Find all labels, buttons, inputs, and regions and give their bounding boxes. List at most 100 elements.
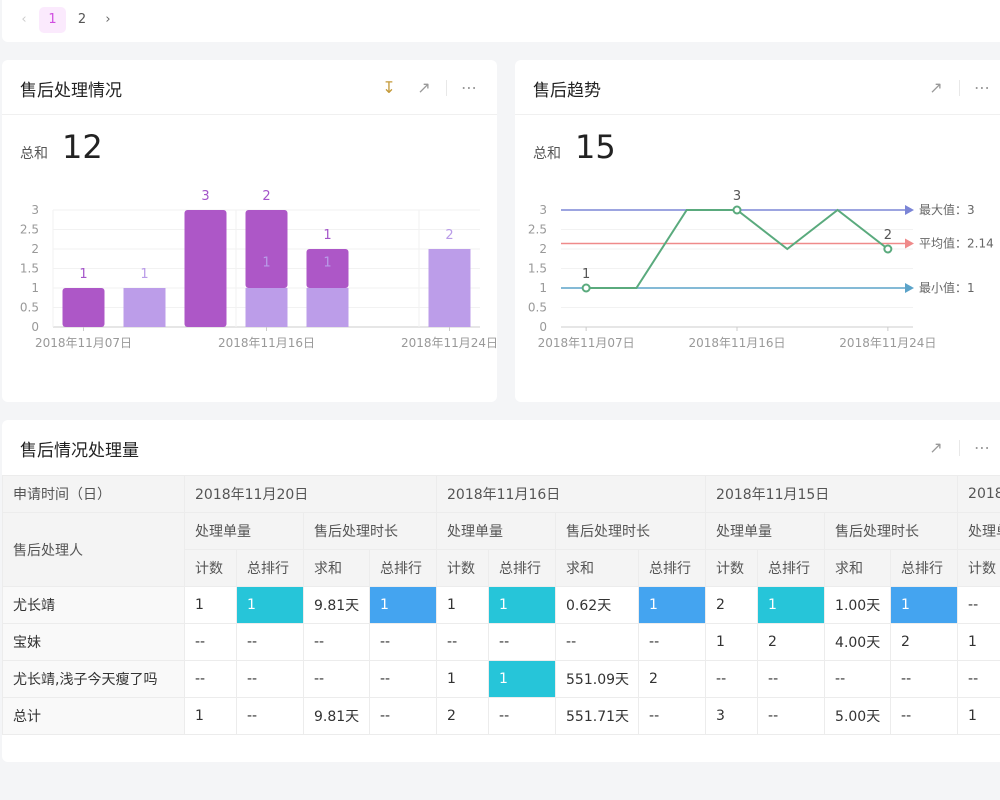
- data-point: [883, 244, 893, 254]
- y-tick-label: 0.5: [528, 301, 547, 315]
- handler-name: 尤长靖,浅子今天瘦了吗: [2, 660, 185, 698]
- table-cell: 4.00天: [824, 623, 892, 661]
- page-2-button[interactable]: 2: [77, 12, 87, 27]
- point-label: 2: [884, 228, 892, 243]
- mark-line-label: 最大值：3: [919, 202, 975, 217]
- bar: [245, 288, 288, 327]
- date-column-header[interactable]: 2018年11月15日: [705, 475, 959, 513]
- data-label: 2: [445, 228, 453, 243]
- sub-header[interactable]: 计数: [436, 549, 490, 587]
- handler-name: 尤长靖: [2, 586, 185, 624]
- download-icon[interactable]: ↧: [382, 78, 396, 97]
- table-cell: 551.09天: [555, 660, 640, 698]
- data-label: 1: [323, 256, 331, 271]
- y-tick-label: 1: [539, 281, 547, 295]
- bar: [245, 210, 288, 288]
- table-cell: 551.71天: [555, 697, 640, 735]
- sum-label: 总和: [533, 146, 561, 162]
- expand-icon[interactable]: ↗: [417, 78, 431, 97]
- y-tick-label: 1.5: [20, 262, 39, 276]
- sum-value: 12: [62, 128, 103, 166]
- table-cell: 0.62天: [555, 586, 640, 624]
- after-sales-volume-card: 售后情况处理量 ↗ ⋯ 申请时间（日） 2018年11月20日 2018年11月16…: [2, 420, 1000, 762]
- sub-header[interactable]: 总排行: [757, 549, 826, 587]
- table-cell: 1: [184, 586, 237, 624]
- y-tick-label: 3: [31, 203, 39, 217]
- table-cell: 5.00天: [824, 697, 892, 735]
- bar: [123, 288, 166, 327]
- table-cell: 1: [436, 586, 490, 624]
- table-cell: 9.81天: [303, 586, 370, 624]
- data-point: [581, 283, 591, 293]
- data-label: 1: [262, 256, 270, 271]
- arrow-icon: [905, 238, 914, 249]
- point-label: 1: [582, 267, 590, 282]
- measure-header: 售后处理时长: [555, 512, 707, 550]
- card-title: 售后趋势: [533, 81, 601, 101]
- table-cell: 2: [436, 697, 490, 735]
- table-cell: 1: [705, 623, 759, 661]
- date-column-header[interactable]: 2018: [957, 475, 1000, 513]
- data-point: [732, 205, 742, 215]
- card-title: 售后处理情况: [20, 81, 122, 101]
- table-cell: --: [757, 697, 826, 735]
- table-cell: 9.81天: [303, 697, 370, 735]
- measure-header: 处理单量: [957, 512, 1000, 550]
- sub-header[interactable]: 计数: [957, 549, 1000, 587]
- sub-header[interactable]: 总排行: [488, 549, 557, 587]
- table-cell: 1: [236, 586, 304, 624]
- divider: [959, 440, 960, 456]
- table-cell: 1: [184, 697, 237, 735]
- x-tick-label: 2018年11月16日: [688, 336, 785, 350]
- more-icon[interactable]: ⋯: [974, 78, 990, 97]
- expand-icon[interactable]: ↗: [929, 78, 943, 97]
- table-cell: --: [236, 660, 304, 698]
- table-cell: --: [236, 697, 304, 735]
- sub-header[interactable]: 计数: [184, 549, 237, 587]
- pagination-bar: ‹ 1 2 ›: [2, 0, 1000, 42]
- table-cell: 1: [957, 697, 1000, 735]
- table-cell: 1: [436, 660, 490, 698]
- table-cell: --: [555, 623, 640, 661]
- more-icon[interactable]: ⋯: [461, 78, 477, 97]
- table-cell: 1: [757, 586, 826, 624]
- sub-header[interactable]: 总排行: [638, 549, 707, 587]
- after-sales-status-card: 售后处理情况 ↧ ↗ ⋯ 总和 12 0 0.5 1 1.5 2 2.5 3 2018年11月…: [2, 60, 497, 402]
- table-row: 尤长靖,浅子今天瘦了吗 -- -- -- -- 1 1 551.09天 2 -- -- -- -- --: [2, 660, 1000, 698]
- sub-header[interactable]: 总排行: [890, 549, 959, 587]
- bar: [306, 288, 349, 327]
- data-label: 1: [79, 267, 87, 282]
- table-cell: 1.00天: [824, 586, 892, 624]
- table-cell: --: [957, 586, 1000, 624]
- expand-icon[interactable]: ↗: [929, 438, 943, 457]
- table-cell: 2: [890, 623, 959, 661]
- y-tick-label: 1: [31, 281, 39, 295]
- table-cell: --: [488, 623, 557, 661]
- sub-header[interactable]: 求和: [555, 549, 640, 587]
- table-cell: --: [368, 697, 438, 735]
- chevron-right-icon[interactable]: ›: [105, 12, 111, 27]
- date-column-header[interactable]: 2018年11月16日: [436, 475, 707, 513]
- point-label: 3: [733, 189, 741, 204]
- measure-header: 处理单量: [184, 512, 304, 550]
- date-column-header[interactable]: 2018年11月20日: [183, 475, 438, 513]
- mark-line-label: 最小值：1: [919, 280, 975, 295]
- sub-header[interactable]: 求和: [824, 549, 892, 587]
- handler-name: 宝妹: [2, 623, 185, 661]
- table-row: 尤长靖 1 1 9.81天 1 1 1 0.62天 1 2 1 1.00天 1 --: [2, 586, 1000, 624]
- more-icon[interactable]: ⋯: [974, 438, 990, 457]
- table-cell: 2: [705, 586, 759, 624]
- table-cell: 1: [957, 623, 1000, 661]
- table-cell: --: [824, 660, 892, 698]
- sub-header[interactable]: 计数: [705, 549, 759, 587]
- line-chart: 0 0.5 1 1.5 2 2.5 3 2018年11月07日 2018年11月16日 2018年…: [528, 189, 994, 350]
- x-tick-label: 2018年11月07日: [538, 336, 635, 350]
- sub-header[interactable]: 总排行: [368, 549, 438, 587]
- table-cell: --: [368, 623, 438, 661]
- table-cell: --: [957, 660, 1000, 698]
- sub-header[interactable]: 总排行: [236, 549, 304, 587]
- chevron-left-icon[interactable]: ‹: [21, 12, 27, 27]
- page-1-button[interactable]: 1: [39, 7, 66, 33]
- divider: [959, 80, 960, 96]
- sub-header[interactable]: 求和: [303, 549, 370, 587]
